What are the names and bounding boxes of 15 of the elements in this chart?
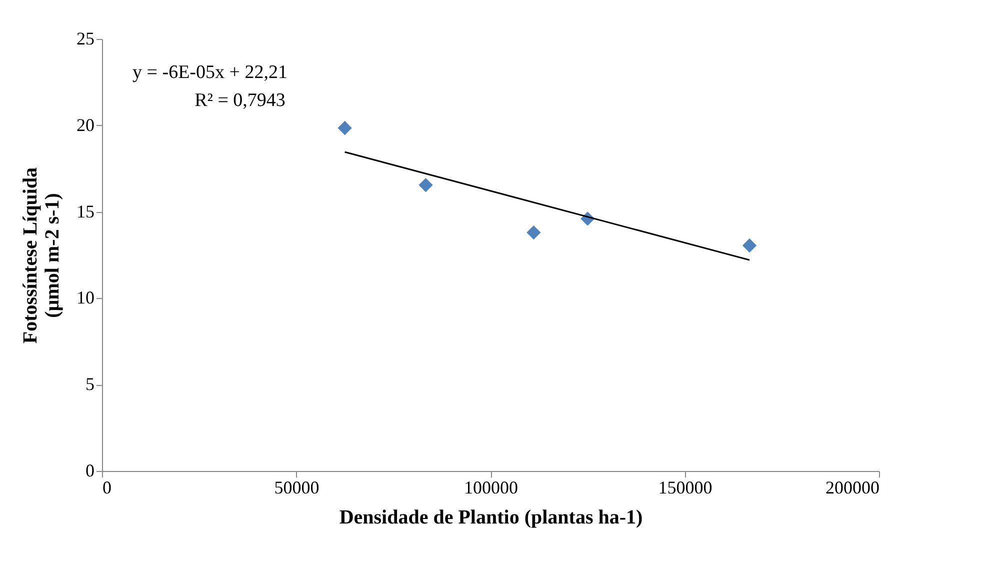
- x-axis-title: Densidade de Plantio (plantas ha-1): [339, 506, 643, 528]
- y-tick-label: 10: [76, 288, 94, 308]
- y-tick-label: 5: [86, 374, 94, 394]
- y-axis-title: Fotossíntese Líquida (µmol m-2 s-1): [20, 167, 64, 344]
- x-tick-label: 50000: [274, 478, 320, 498]
- x-tick-label: 0: [102, 478, 112, 498]
- y-tick-label: 0: [86, 460, 94, 480]
- y-tick-label: 20: [76, 114, 94, 135]
- x-tick-label: 150000: [658, 478, 712, 498]
- annotation: R² = 0,7943: [194, 90, 286, 111]
- x-tick-label: 200000: [826, 478, 880, 498]
- y-tick-label: 15: [76, 201, 94, 222]
- y-tick-label: 25: [76, 28, 94, 48]
- annotation: y = -6E-05x + 22,21: [132, 62, 288, 83]
- x-tick-label: 100000: [464, 478, 518, 498]
